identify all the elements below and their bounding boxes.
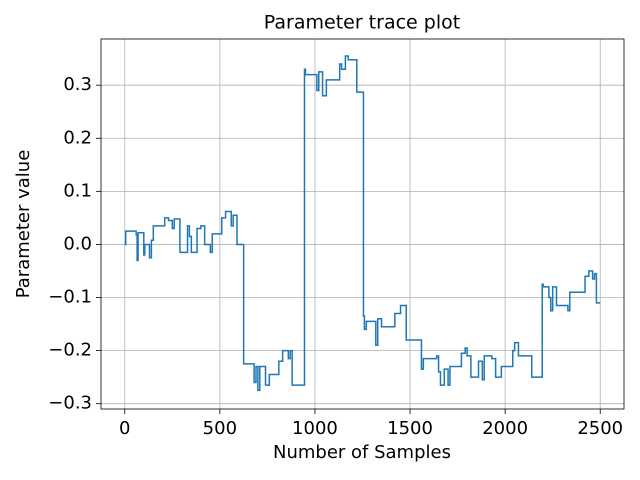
y-tick-label: 0.2 bbox=[63, 127, 92, 148]
y-tick-label: 0.0 bbox=[63, 233, 92, 254]
y-tick-label: 0.1 bbox=[63, 180, 92, 201]
x-tick-label: 2500 bbox=[577, 418, 623, 439]
chart-title: Parameter trace plot bbox=[264, 12, 460, 34]
trace-line bbox=[124, 55, 601, 392]
y-tick-label: 0.3 bbox=[63, 74, 92, 95]
y-axis-label: Parameter value bbox=[13, 150, 34, 299]
x-tick-label: 2000 bbox=[482, 418, 528, 439]
plot-frame bbox=[100, 38, 625, 410]
x-tick-label: 500 bbox=[203, 418, 237, 439]
x-tick-label: 0 bbox=[119, 418, 130, 439]
x-tick-label: 1500 bbox=[387, 418, 433, 439]
x-axis-label: Number of Samples bbox=[273, 442, 451, 463]
y-tick-label: −0.1 bbox=[48, 287, 92, 308]
x-tick-label: 1000 bbox=[292, 418, 338, 439]
y-tick-label: −0.2 bbox=[48, 340, 92, 361]
y-tick-label: −0.3 bbox=[48, 393, 92, 414]
